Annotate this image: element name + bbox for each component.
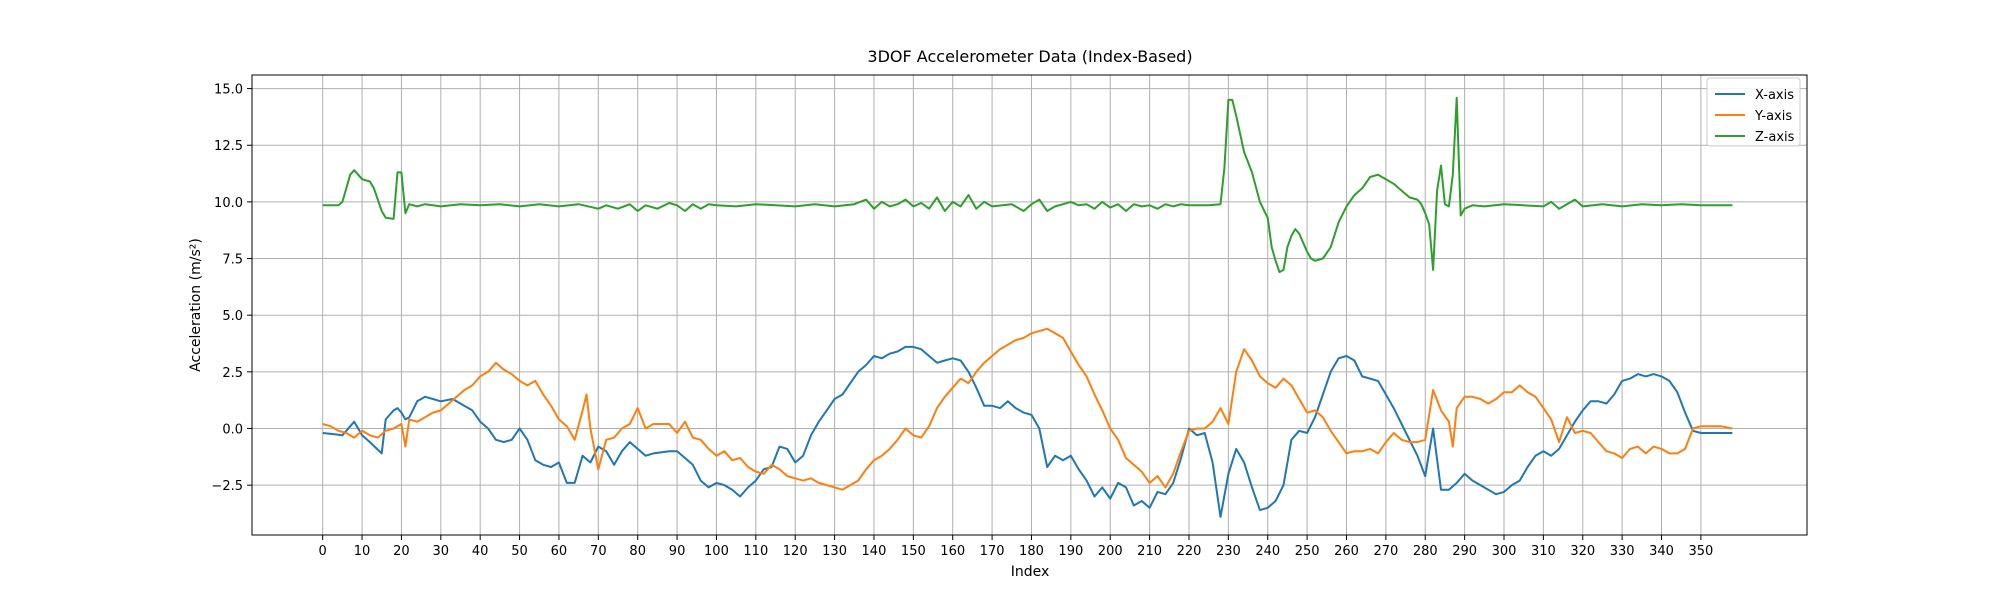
series-line-x-axis [322, 345, 1733, 518]
x-tick-label: 30 [433, 544, 450, 559]
x-tick-label: 270 [1373, 544, 1398, 559]
y-axis-label: Acceleration (m/s²) [188, 238, 204, 372]
x-tick-label: 200 [1098, 544, 1123, 559]
series-line-y-axis [322, 327, 1733, 491]
grid [252, 75, 1807, 535]
y-tick-label: 0.0 [222, 422, 243, 437]
y-tick-label: 15.0 [214, 83, 243, 98]
x-tick-label: 20 [393, 544, 410, 559]
x-tick-label: 250 [1295, 544, 1320, 559]
chart-title: 3DOF Accelerometer Data (Index-Based) [867, 47, 1192, 66]
x-tick-label: 160 [940, 544, 965, 559]
y-tick-label: 7.5 [222, 253, 243, 268]
x-tick-label: 10 [354, 544, 371, 559]
y-axis-ticks: −2.5 0.0 2.5 5.0 7.5 10.0 12.5 15.0 [211, 83, 252, 494]
x-tick-label: 340 [1649, 544, 1674, 559]
x-axis-ticks: 0 10 20 30 40 50 60 70 80 90 100 110 120 130 140 150 160… [319, 535, 1713, 559]
series-line-z-axis [322, 96, 1733, 274]
x-tick-label: 50 [511, 544, 528, 559]
x-tick-label: 100 [704, 544, 729, 559]
x-tick-label: 220 [1177, 544, 1202, 559]
legend: X-axis Y-axis Z-axis [1706, 77, 1801, 147]
y-tick-label: 2.5 [222, 366, 243, 381]
x-tick-label: 90 [669, 544, 686, 559]
x-tick-label: 170 [980, 544, 1005, 559]
x-tick-label: 310 [1531, 544, 1556, 559]
x-tick-label: 260 [1334, 544, 1359, 559]
x-tick-label: 280 [1413, 544, 1438, 559]
series-lines [322, 96, 1733, 518]
legend-label: Y-axis [1754, 109, 1792, 124]
x-tick-label: 120 [783, 544, 808, 559]
x-tick-label: 150 [901, 544, 926, 559]
x-axis-label: Index [1011, 564, 1050, 580]
plot-area-frame [251, 74, 1808, 536]
x-tick-label: 130 [822, 544, 847, 559]
x-tick-label: 180 [1019, 544, 1044, 559]
x-tick-label: 240 [1255, 544, 1280, 559]
x-tick-label: 140 [862, 544, 887, 559]
legend-label: Z-axis [1755, 130, 1795, 145]
x-tick-label: 110 [743, 544, 768, 559]
x-tick-label: 290 [1452, 544, 1477, 559]
x-tick-label: 80 [629, 544, 646, 559]
x-tick-label: 70 [590, 544, 607, 559]
x-tick-label: 320 [1570, 544, 1595, 559]
x-tick-label: 60 [551, 544, 568, 559]
y-tick-label: 12.5 [214, 139, 243, 154]
x-tick-label: 210 [1137, 544, 1162, 559]
x-tick-label: 0 [319, 544, 327, 559]
y-tick-label: 10.0 [214, 196, 243, 211]
x-tick-label: 190 [1058, 544, 1083, 559]
y-tick-label: −2.5 [211, 479, 243, 494]
x-tick-label: 330 [1610, 544, 1635, 559]
x-tick-label: 230 [1216, 544, 1241, 559]
y-tick-label: 5.0 [222, 309, 243, 324]
legend-label: X-axis [1755, 88, 1794, 103]
x-tick-label: 350 [1688, 544, 1713, 559]
x-tick-label: 300 [1492, 544, 1517, 559]
x-tick-label: 40 [472, 544, 489, 559]
